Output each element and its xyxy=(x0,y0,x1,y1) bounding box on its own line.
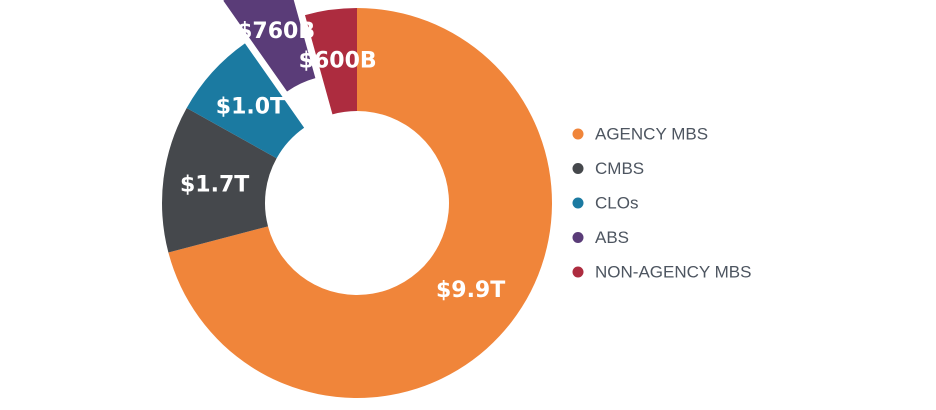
legend-label-clos: CLOs xyxy=(595,194,638,213)
slice-abs xyxy=(223,0,316,92)
slice-label-clos: $1.0T xyxy=(216,94,285,119)
slice-non-agency-mbs xyxy=(304,8,357,115)
legend-marker-cmbs xyxy=(572,163,584,174)
slice-label-cmbs: $1.7T xyxy=(180,172,249,197)
legend-marker-clos xyxy=(572,197,584,209)
legend: AGENCY MBS CMBS CLOs ABS NON-AGENCY MBS xyxy=(572,125,752,282)
legend-label-agency-mbs: AGENCY MBS xyxy=(595,125,708,144)
legend-label-abs: ABS xyxy=(595,228,629,247)
slice-agency-mbs xyxy=(168,8,552,398)
donut-slices xyxy=(162,0,552,398)
legend-marker-abs xyxy=(572,232,584,243)
slice-clos xyxy=(186,43,305,159)
slice-label-abs: $760B xyxy=(237,19,315,44)
legend-marker-agency-mbs xyxy=(572,128,584,140)
slice-cmbs xyxy=(162,108,277,253)
legend-label-non-agency-mbs: NON-AGENCY MBS xyxy=(595,263,752,282)
slice-label-non-agency-mbs: $600B xyxy=(299,48,377,73)
legend-marker-non-agency-mbs xyxy=(572,266,584,278)
slice-labels: $9.9T $1.7T $1.0T $760B $600B xyxy=(180,19,505,303)
legend-label-cmbs: CMBS xyxy=(595,159,644,178)
slice-label-agency-mbs: $9.9T xyxy=(436,278,505,303)
